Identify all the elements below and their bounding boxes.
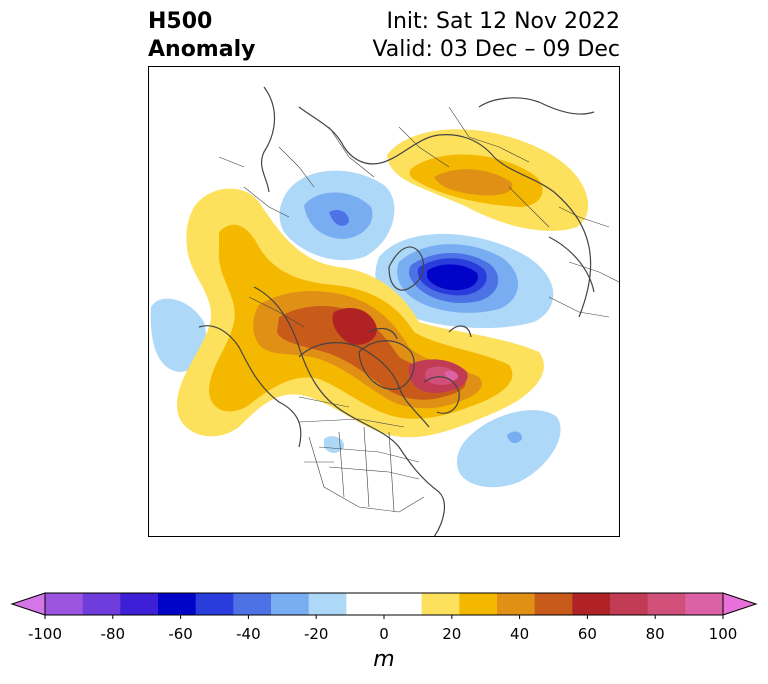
colorbar-bin	[195, 593, 234, 615]
colorbar-bin	[459, 593, 498, 615]
colorbar-tick-label: 100	[708, 625, 738, 643]
colorbar-bin	[346, 593, 385, 615]
negative-anomaly-arctic	[375, 233, 554, 329]
colorbar-bin	[534, 593, 573, 615]
colorbar-bin	[120, 593, 159, 615]
colorbar-bin	[610, 593, 649, 615]
colorbar-segments	[45, 593, 724, 615]
colorbar-tick-label: -100	[27, 625, 63, 643]
colorbar-extend-high	[722, 592, 758, 616]
title-right: Init: Sat 12 Nov 2022 Valid: 03 Dec – 09…	[372, 8, 620, 64]
init-date: Init: Sat 12 Nov 2022	[386, 9, 620, 34]
negative-anomaly-atlantic	[456, 410, 561, 488]
title-left: H500 Anomaly	[148, 8, 255, 64]
colorbar-tick-label: -40	[236, 625, 261, 643]
colorbar-bin	[572, 593, 611, 615]
valid-range: Valid: 03 Dec – 09 Dec	[372, 37, 620, 62]
coastlines	[198, 86, 595, 536]
colorbar-tick-label: 80	[645, 625, 665, 643]
colorbar-tick-label: 0	[379, 625, 389, 643]
title-field: Anomaly	[148, 37, 256, 62]
colorbar-bin	[158, 593, 197, 615]
colorbar-bin	[384, 593, 423, 615]
colorbar-bin	[82, 593, 121, 615]
title-variable: H500	[148, 9, 213, 34]
negative-anomaly-europe	[279, 170, 395, 261]
colorbar-tick-label: 40	[510, 625, 530, 643]
colorbar-bin	[271, 593, 310, 615]
positive-anomaly-north-america	[176, 188, 544, 438]
positive-anomaly-asia	[387, 129, 589, 231]
colorbar-tick-label: -80	[100, 625, 126, 643]
colorbar	[10, 592, 758, 619]
negative-anomaly-us	[324, 436, 345, 453]
colorbar-bin	[45, 593, 84, 615]
negative-anomaly-west	[150, 298, 207, 372]
country-borders	[218, 106, 619, 513]
colorbar-bin	[647, 593, 686, 615]
colorbar-ticks	[44, 615, 724, 619]
colorbar-bin	[685, 593, 724, 615]
colorbar-tick-label: -20	[303, 625, 329, 643]
colorbar-tick-label: -60	[168, 625, 193, 643]
colorbar-extend-low	[10, 592, 46, 616]
map-frame	[148, 66, 620, 537]
colorbar-bin	[233, 593, 272, 615]
colorbar-bin	[497, 593, 536, 615]
colorbar-unit: m	[373, 647, 395, 672]
colorbar-bin	[421, 593, 460, 615]
colorbar-tick-label: 60	[577, 625, 597, 643]
colorbar-tick-label: 20	[442, 625, 462, 643]
colorbar-bin	[308, 593, 347, 615]
anomaly-map	[150, 86, 619, 536]
